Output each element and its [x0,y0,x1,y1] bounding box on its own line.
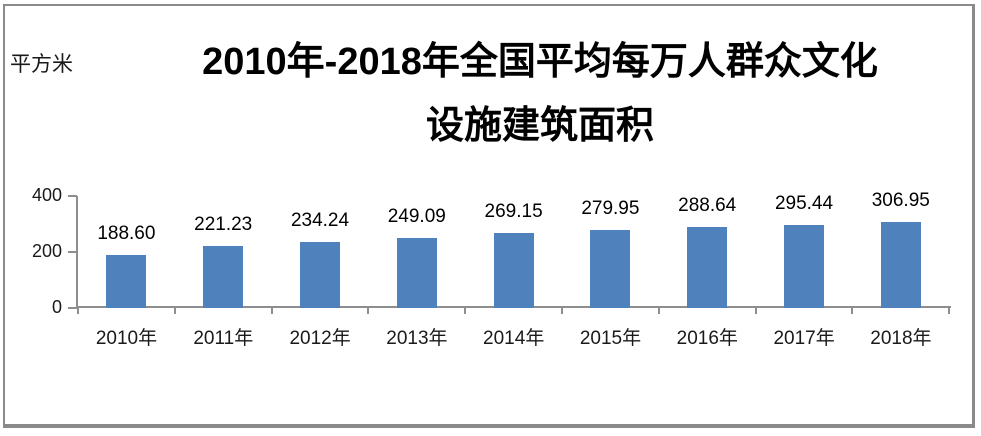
chart-frame-border [3,4,975,428]
bar-value-label: 188.60 [97,223,156,244]
y-axis-tick [68,307,77,309]
bar [784,225,824,308]
bar-value-label: 221.23 [194,214,253,235]
chart-title: 2010年-2018年全国平均每万人群众文化 设施建筑面积 [100,30,980,158]
x-axis-tick [657,307,660,314]
x-axis-tick [270,307,273,314]
x-axis-tick [77,307,79,314]
bar [106,255,147,308]
x-axis-tick [754,307,757,314]
x-axis-category-label: 2011年 [193,328,254,349]
bar-value-label: 306.95 [871,190,930,211]
y-axis-line [76,196,78,309]
x-axis-tick [464,307,467,314]
y-axis-tick-label: 0 [51,297,62,317]
bar [396,238,437,308]
y-axis-tick [68,195,77,197]
bar [590,230,631,308]
x-axis-tick [173,307,176,314]
y-axis-tick-label: 400 [31,185,62,205]
bar [300,242,340,308]
bar-value-label: 249.09 [387,206,446,227]
x-axis-category-label: 2010年 [95,328,158,349]
bar-value-label: 295.44 [774,193,834,214]
x-axis-tick [561,307,563,314]
chart-title-line2: 设施建筑面积 [425,105,654,147]
bar-value-label: 234.24 [290,210,350,231]
bar [203,246,244,308]
x-axis-tick [851,307,854,314]
y-axis-tick-label: 200 [31,241,62,261]
y-axis-unit-label: 平方米 [10,53,73,76]
bar-value-label: 269.15 [484,201,543,222]
bar [687,227,728,308]
bar-value-label: 288.64 [678,195,737,216]
x-axis-category-label: 2017年 [773,328,835,349]
x-axis-category-label: 2013年 [386,328,448,349]
x-axis-tick [367,307,370,314]
chart-title-line1: 2010年-2018年全国平均每万人群众文化 [202,41,878,83]
bar-value-label: 279.95 [581,198,640,219]
x-axis-category-label: 2014年 [483,328,545,349]
y-axis-tick [68,251,77,253]
x-axis-category-label: 2018年 [870,328,932,349]
x-axis-tick [948,307,951,314]
x-axis-category-label: 2012年 [289,328,351,349]
bar [880,222,921,308]
x-axis-category-label: 2015年 [579,328,642,349]
x-axis-category-label: 2016年 [676,328,738,349]
bar [493,233,534,308]
